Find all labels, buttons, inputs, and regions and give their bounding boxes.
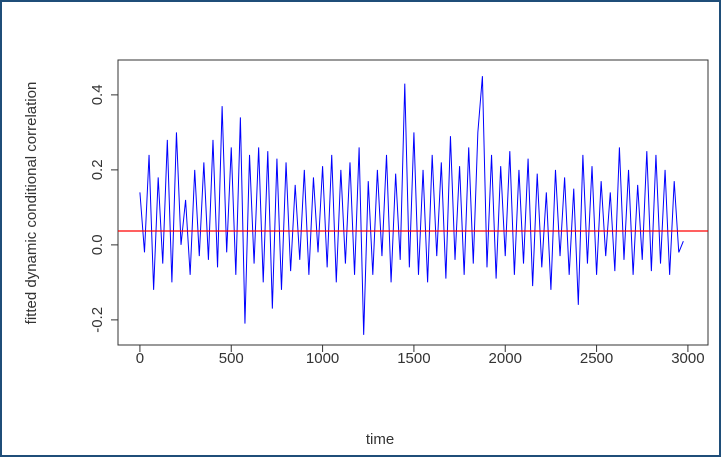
- y-tick-label: 0.4: [89, 84, 106, 105]
- x-tick-label: 3000: [671, 350, 704, 367]
- y-tick-label: -0.2: [89, 307, 106, 333]
- series-line: [139, 76, 684, 335]
- x-tick-label: 1000: [306, 350, 339, 367]
- x-tick-label: 500: [219, 350, 244, 367]
- x-tick-label: 2000: [489, 350, 522, 367]
- x-axis-label: time: [366, 431, 394, 448]
- x-tick-label: 2500: [580, 350, 613, 367]
- x-tick-label: 1500: [397, 350, 430, 367]
- x-tick-label: 0: [136, 350, 144, 367]
- plot-box: [117, 59, 709, 346]
- y-axis-label: fitted dynamic conditional correlation: [23, 82, 40, 325]
- y-tick-label: 0.0: [89, 234, 106, 255]
- y-tick-label: 0.2: [89, 159, 106, 180]
